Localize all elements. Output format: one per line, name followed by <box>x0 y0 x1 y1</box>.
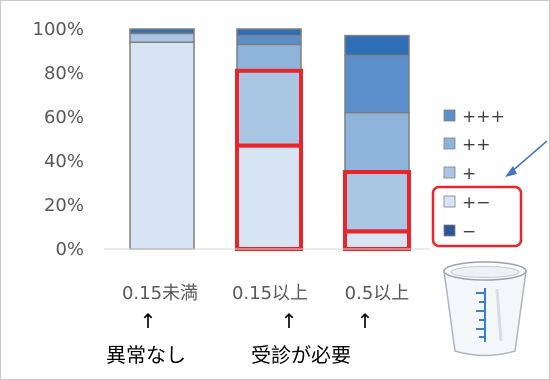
legend-label: ++ <box>462 135 491 155</box>
bar-segment-0-15未満-plus <box>130 33 194 42</box>
arrow-up-icon: ↑ <box>140 309 157 333</box>
legend: +++++++−− <box>433 107 521 246</box>
bar-segment-0-15未満-s5 <box>130 29 194 33</box>
arrow-up-icon: ↑ <box>281 309 298 333</box>
bar-segment-0-5以上-plusplus <box>345 113 409 172</box>
y-tick-label: 40% <box>44 151 84 172</box>
bar-segment-0-5以上-plus <box>345 172 409 231</box>
bar-segment-0-15以上-plusminus <box>237 146 301 249</box>
y-tick-label: 100% <box>33 19 84 40</box>
category-labels: 0.15未満 0.15以上 0.5以上 <box>122 283 409 304</box>
bar-segment-0-5以上-s5 <box>345 36 409 56</box>
legend-swatch <box>444 110 455 121</box>
note-consult-doctor: 受診が必要 <box>251 343 351 367</box>
bar-segment-0-15以上-plusplusplus <box>237 36 301 45</box>
category-label: 0.15未満 <box>122 283 198 304</box>
bars <box>130 29 409 249</box>
urine-cup-icon <box>444 262 526 356</box>
bar-segment-0-5以上-plusminus <box>345 231 409 249</box>
category-label: 0.5以上 <box>345 283 410 304</box>
legend-swatch <box>444 225 455 236</box>
legend-swatch <box>444 196 455 207</box>
arrow-up-icon: ↑ <box>357 309 374 333</box>
bar-segment-0-15以上-s5 <box>237 29 301 36</box>
y-tick-label: 80% <box>44 63 84 84</box>
y-tick-label: 60% <box>44 107 84 128</box>
y-tick-label: 20% <box>44 195 84 216</box>
bar-segment-0-5以上-plusplusplus <box>345 55 409 112</box>
legend-label: − <box>462 222 476 242</box>
pointer-line <box>511 141 547 172</box>
y-axis-ticks: 100% 80% 60% 40% 20% 0% <box>33 19 84 260</box>
y-tick-label: 0% <box>55 239 84 260</box>
bar-segment-0-15以上-plus <box>237 71 301 146</box>
bar-segment-0-15未満-plusminus <box>130 42 194 249</box>
legend-swatch <box>444 167 455 178</box>
legend-label: +− <box>462 193 491 213</box>
legend-swatch <box>444 138 455 149</box>
legend-label: +++ <box>462 107 505 127</box>
legend-label: + <box>462 164 476 184</box>
bar-segment-0-15以上-plusplus <box>237 44 301 70</box>
category-label: 0.15以上 <box>232 283 308 304</box>
note-no-abnormality: 異常なし <box>106 343 186 367</box>
